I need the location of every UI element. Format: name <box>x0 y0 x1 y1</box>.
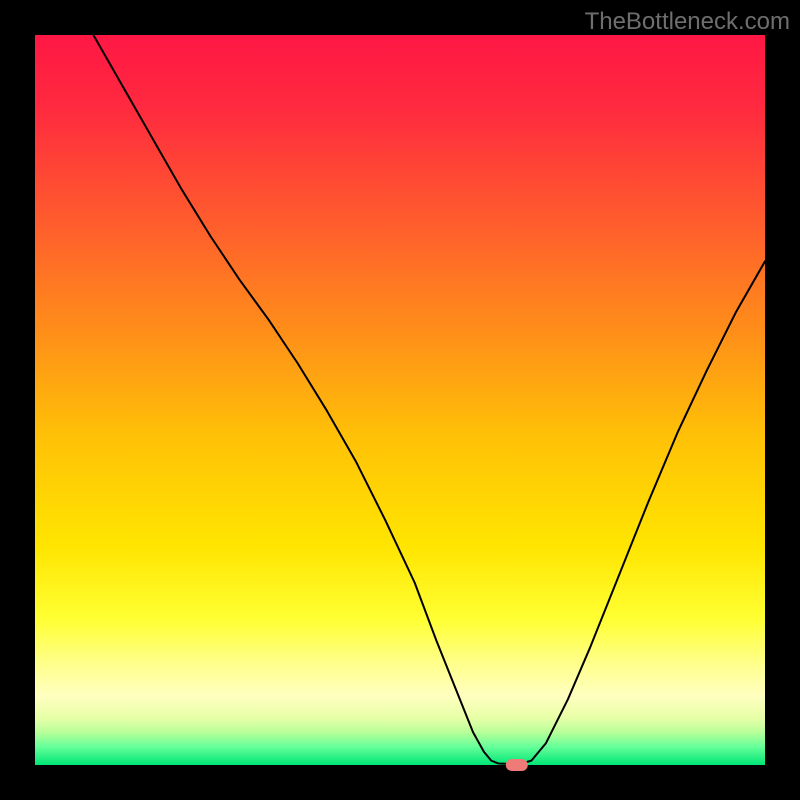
chart-stage: TheBottleneck.com <box>0 0 800 800</box>
bottleneck-marker <box>506 759 528 771</box>
gradient-background <box>35 35 765 765</box>
watermark-text: TheBottleneck.com <box>585 8 790 36</box>
chart-svg <box>0 0 800 800</box>
